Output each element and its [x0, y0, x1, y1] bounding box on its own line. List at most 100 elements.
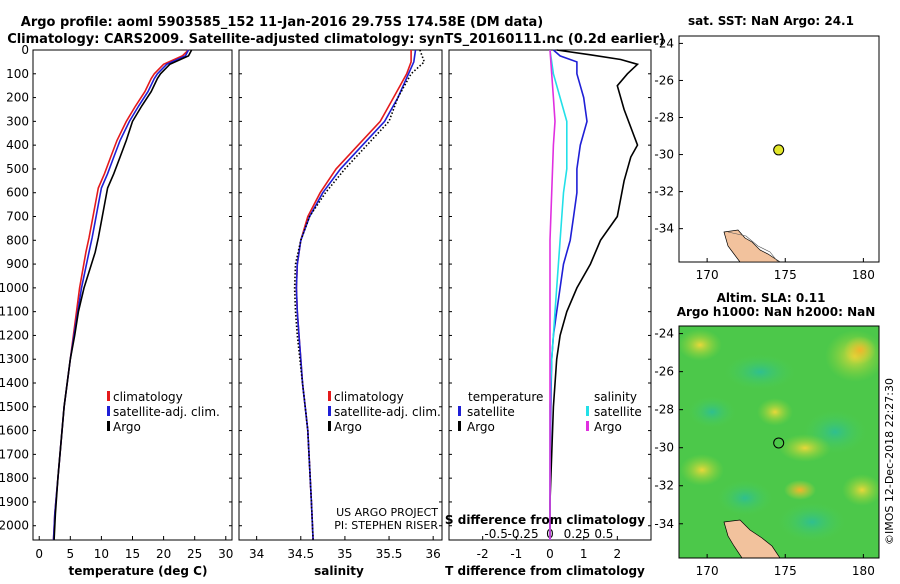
salinity-x-ticks: 34 34.5 35 35.5 36	[249, 536, 441, 561]
lon-tick-label: 180	[852, 268, 875, 282]
series-line-satellite-adj-clim-	[52, 49, 190, 541]
legend-swatch-argo	[107, 421, 110, 431]
depth-tick-label: 0	[21, 43, 29, 57]
legend-label-satellite: satellite-adj. clim.	[113, 405, 220, 419]
sla-high-patch	[680, 454, 724, 486]
sla-high-patch	[784, 480, 816, 500]
lat-tick-label: -28	[654, 111, 674, 125]
t-diff-tick-label: -2	[477, 547, 489, 561]
difference-x-ticks: -2 -1 0 1 2-0.5 -0.25 0 0.25 0.5	[477, 527, 621, 561]
temperature-legend: climatology satellite-adj. clim. Argo	[107, 390, 220, 434]
salinity-legend: climatology satellite-adj. clim. Argo	[328, 390, 441, 434]
depth-tick-label: 1600	[0, 424, 29, 438]
depth-tick-label: 1200	[0, 328, 29, 342]
legend-swatch-climatology	[107, 391, 110, 401]
series-line-argo	[293, 49, 426, 541]
title-line1: Argo profile: aoml 5903585_152 11-Jan-20…	[21, 15, 543, 30]
temperature-tick-label: 30	[218, 547, 233, 561]
depth-tick-label: 500	[6, 162, 29, 176]
sla-map-field	[679, 326, 879, 558]
lon-tick-label: 175	[774, 268, 797, 282]
depth-tick-label: 1100	[0, 305, 29, 319]
lat-tick-label: -32	[654, 479, 674, 493]
legend-label-climatology: climatology	[113, 390, 183, 404]
sla-high-patch	[844, 336, 876, 364]
sla-high-patch	[779, 434, 831, 462]
sst-map-axes: 170 175 180 -24 -26 -28 -30 -32 -34	[654, 36, 874, 282]
sla-map-axes: 170 175 180 -24 -26 -28 -30 -32 -34	[654, 327, 874, 578]
lat-tick-label: -24	[654, 36, 674, 50]
temperature-tick-label: 25	[187, 547, 202, 561]
s-diff-tick-label: -0.5	[484, 527, 507, 541]
depth-tick-label: 900	[6, 257, 29, 271]
lon-tick-label: 180	[852, 564, 875, 578]
depth-axis: 0 100 200 300 400 500 600 700 800 900 1000 1100 1200…	[0, 43, 651, 533]
t-diff-tick-label: 0	[546, 547, 554, 561]
temperature-tick-label: 20	[156, 547, 171, 561]
temperature-tick-label: 10	[94, 547, 109, 561]
lon-tick-label: 170	[696, 564, 719, 578]
difference-legend-temperature: temperature satellite Argo	[458, 390, 543, 434]
depth-tick-label: 1500	[0, 400, 29, 414]
t-diff-tick-label: -1	[510, 547, 522, 561]
lon-tick-label: 170	[696, 268, 719, 282]
depth-tick-label: 400	[6, 138, 29, 152]
depth-tick-label: 700	[6, 210, 29, 224]
legend-swatch-satellite	[107, 406, 110, 416]
depth-tick-label: 200	[6, 91, 29, 105]
lat-tick-label: -32	[654, 185, 674, 199]
series-line-s-argo	[549, 49, 556, 540]
depth-tick-label: 300	[6, 114, 29, 128]
series-line-climatology	[295, 50, 412, 541]
salinity-xlabel: salinity	[314, 564, 364, 578]
series-line-satellite-adj-clim-	[295, 49, 417, 541]
imos-credit: ©IMOS 12-Dec-2018 22:27:30	[883, 378, 896, 545]
temperature-x-ticks: 0 5 10 15 20 25 30	[35, 536, 233, 561]
legend-swatch-climatology	[328, 391, 331, 401]
difference-legend-salinity: salinity satellite Argo	[586, 390, 642, 434]
salinity-tick-label: 35.5	[376, 547, 403, 561]
depth-tick-label: 2000	[0, 519, 29, 533]
salinity-tick-label: 34	[249, 547, 264, 561]
sla-low-patch	[688, 396, 736, 428]
depth-tick-label: 800	[6, 233, 29, 247]
t-diff-tick-label: 1	[580, 547, 588, 561]
temperature-tick-label: 5	[66, 547, 74, 561]
temperature-tick-label: 0	[35, 547, 43, 561]
depth-tick-label: 1300	[0, 352, 29, 366]
legend-swatch-argo	[328, 421, 331, 431]
depth-tick-label: 1900	[0, 495, 29, 509]
legend-label-s-argo: Argo	[594, 420, 622, 434]
lat-tick-label: -30	[654, 441, 674, 455]
t-diff-tick-label: 2	[614, 547, 622, 561]
legend-title-salinity: salinity	[594, 390, 637, 404]
legend-swatch-s-argo	[586, 421, 589, 431]
lat-tick-label: -34	[654, 517, 674, 531]
salinity-tick-label: 34.5	[287, 547, 314, 561]
lat-tick-label: -26	[654, 73, 674, 87]
depth-tick-label: 1000	[0, 281, 29, 295]
legend-swatch-t-satellite	[458, 406, 461, 416]
series-line-t-argo	[549, 49, 640, 540]
sla-high-patch	[679, 329, 722, 361]
legend-label-satellite: satellite-adj. clim.	[334, 405, 441, 419]
legend-label-t-argo: Argo	[467, 420, 495, 434]
depth-tick-label: 1700	[0, 447, 29, 461]
legend-label-argo: Argo	[113, 420, 141, 434]
coast-outline	[727, 231, 779, 263]
depth-tick-label: 1400	[0, 376, 29, 390]
lat-tick-label: -24	[654, 327, 674, 341]
salinity-panel-frame	[238, 49, 443, 541]
sst-map-land	[723, 229, 782, 263]
series-line-s-satellite	[549, 49, 568, 540]
lat-tick-label: -30	[654, 148, 674, 162]
temperature-tick-label: 15	[125, 547, 140, 561]
series-line-argo	[53, 49, 193, 541]
title-line2: Climatology: CARS2009. Satellite-adjuste…	[7, 32, 665, 47]
s-diff-tick-label: -0.25	[508, 527, 539, 541]
legend-label-t-satellite: satellite	[467, 405, 515, 419]
depth-tick-label: 600	[6, 186, 29, 200]
north-island-shape	[723, 229, 782, 263]
argo-position-marker	[773, 144, 785, 156]
